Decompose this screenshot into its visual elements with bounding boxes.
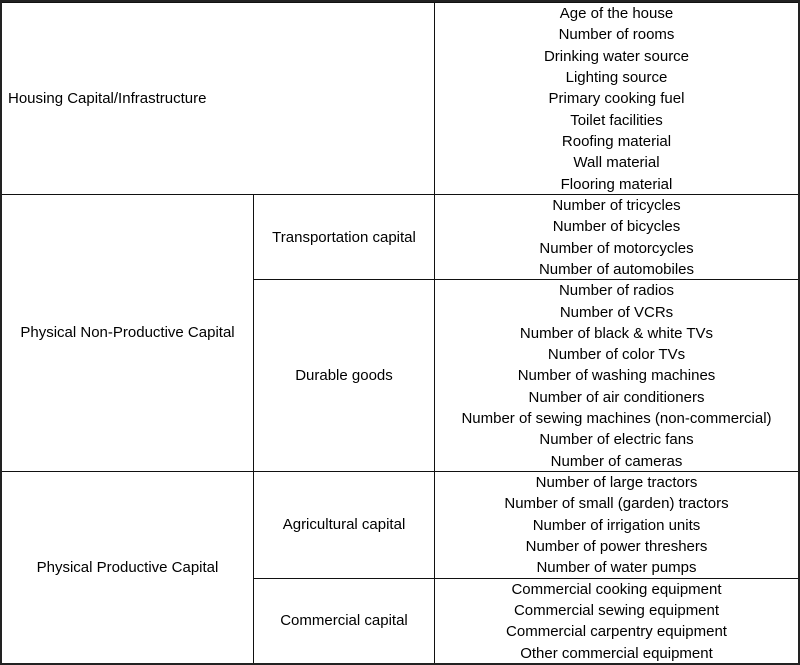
group-label: Housing Capital/Infrastructure	[2, 2, 435, 195]
subgroup-label: Transportation capital	[253, 193, 435, 281]
item: Number of washing machines	[517, 367, 716, 385]
item: Number of VCRs	[559, 303, 674, 321]
items-cell: Number of tricycles Number of bicycles Num…	[434, 193, 798, 281]
item: Number of air conditioners	[528, 388, 705, 406]
item: Number of automobiles	[538, 260, 695, 278]
item: Number of black & white TVs	[519, 324, 714, 342]
item: Number of bicycles	[552, 218, 681, 236]
item: Number of water pumps	[536, 559, 697, 577]
item: Number of electric fans	[539, 431, 694, 449]
item: Lighting source	[565, 68, 668, 86]
item: Number of power threshers	[525, 538, 708, 556]
item: Number of color TVs	[547, 346, 686, 364]
subgroup-label: Durable goods	[253, 279, 435, 473]
group-label: Physical Productive Capital	[2, 471, 254, 663]
item: Age of the house	[559, 5, 674, 22]
item: Number of small (garden) tractors	[504, 495, 729, 513]
item: Other commercial equipment	[520, 644, 713, 662]
item: Primary cooking fuel	[548, 90, 685, 108]
item: Number of rooms	[558, 26, 675, 44]
item: Commercial carpentry equipment	[506, 623, 727, 641]
item: Wall material	[573, 154, 660, 172]
item: Number of motorcycles	[539, 239, 694, 257]
item: Number of radios	[558, 282, 675, 300]
items-cell: Age of the house Number of rooms Drinking …	[434, 2, 798, 195]
items-cell: Number of large tractors Number of small …	[434, 471, 798, 579]
subgroup-label: Commercial capital	[253, 577, 435, 663]
item: Flooring material	[560, 175, 673, 193]
item: Drinking water source	[543, 47, 690, 65]
item: Commercial sewing equipment	[513, 602, 720, 620]
items-cell: Commercial cooking equipment Commercial s…	[434, 577, 798, 663]
group-label: Physical Non-Productive Capital	[2, 193, 254, 473]
item: Toilet facilities	[570, 111, 663, 129]
item: Number of sewing machines (non-commercia…	[461, 410, 772, 428]
item: Number of tricycles	[552, 196, 681, 214]
item: Roofing material	[561, 132, 672, 150]
item: Number of cameras	[550, 452, 683, 470]
item: Commercial cooking equipment	[511, 580, 722, 598]
item: Number of irrigation units	[532, 516, 701, 534]
subgroup-label: Agricultural capital	[253, 471, 435, 579]
items-cell: Number of radios Number of VCRs Number of …	[434, 279, 798, 473]
item: Number of large tractors	[535, 474, 698, 492]
